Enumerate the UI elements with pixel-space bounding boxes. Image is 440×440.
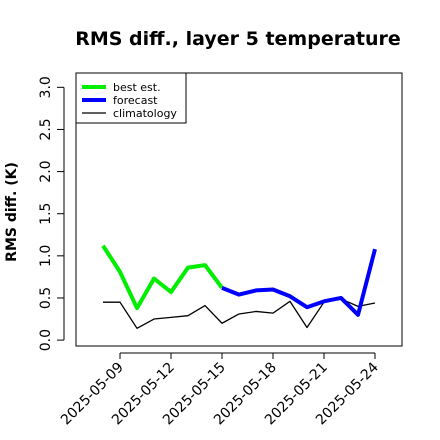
legend-label: climatology: [113, 107, 177, 120]
legend-label: best est.: [113, 81, 161, 94]
y-tick-label: 0.5: [38, 287, 54, 309]
plot-frame: [75, 72, 403, 347]
y-axis: 0.0 0.5 1.0 1.5 2.0 2.5 3.0: [38, 76, 65, 351]
x-axis: 2025-05-092025-05-122025-05-152025-05-18…: [58, 352, 382, 428]
series-line-climatology: [103, 298, 376, 329]
legend-label: forecast: [113, 94, 158, 107]
y-tick-label: 1.0: [38, 245, 54, 267]
series-line-forecast: [221, 248, 377, 317]
y-tick-label: 2.5: [38, 118, 54, 140]
series-layer: [103, 245, 377, 329]
y-tick-label: 3.0: [38, 76, 54, 98]
y-tick-label: 1.5: [38, 203, 54, 225]
y-tick-label: 2.0: [38, 160, 54, 182]
y-axis-label: RMS diff. (K): [4, 162, 20, 262]
y-tick-label: 0.0: [38, 329, 54, 351]
chart-title: RMS diff., layer 5 temperature: [75, 28, 401, 50]
